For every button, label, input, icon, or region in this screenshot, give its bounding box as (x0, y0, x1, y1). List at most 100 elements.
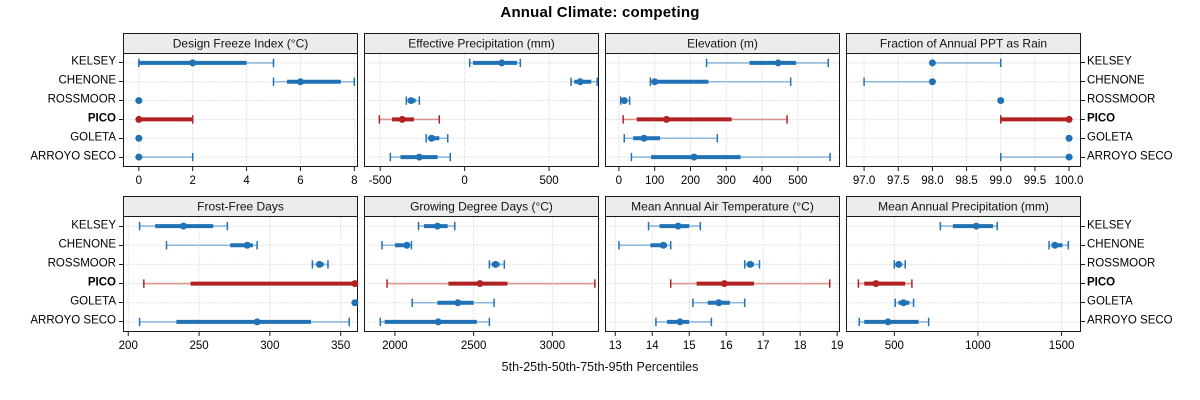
y-tick (119, 62, 123, 63)
y-tick (1081, 226, 1085, 227)
y-tick (119, 138, 123, 139)
x-tick-label: 0 (616, 175, 622, 187)
median-dot (720, 280, 728, 288)
y-tick (119, 264, 123, 265)
median-dot (651, 78, 659, 86)
median-dot (1065, 153, 1073, 161)
panel-strip-label: Mean Annual Precipitation (mm) (878, 200, 1049, 214)
x-tick-label: 1000 (965, 340, 991, 352)
x-tick-label: 2 (189, 175, 195, 187)
median-dot (403, 241, 411, 249)
median-dot (398, 115, 406, 123)
x-tick-label: 18 (794, 340, 807, 352)
median-dot (872, 280, 880, 288)
median-dot (315, 260, 323, 268)
x-tick-label: 300 (717, 175, 736, 187)
median-dot (895, 260, 903, 268)
y-tick (1081, 264, 1085, 265)
x-tick-label: 2500 (461, 340, 487, 352)
median-dot (715, 299, 723, 307)
median-dot (498, 59, 506, 67)
panel-strip-label: Frost-Free Days (197, 200, 284, 214)
panel-strip-label: Growing Degree Days (°C) (410, 200, 553, 214)
site-label-right-pico: PICO (1087, 112, 1116, 125)
site-label-left-arroyo-seco: ARROYO SECO (30, 150, 116, 163)
site-label-left-kelsey: KELSEY (71, 219, 116, 232)
median-dot (900, 299, 908, 307)
x-tick-label: 14 (646, 340, 659, 352)
site-label-left-arroyo-seco: ARROYO SECO (30, 314, 116, 327)
median-dot (135, 153, 143, 161)
x-tick-label: 0 (136, 175, 142, 187)
median-dot (690, 153, 698, 161)
x-tick-label: 1500 (1049, 340, 1075, 352)
median-dot (135, 115, 143, 123)
x-tick-label: 19 (831, 340, 844, 352)
site-label-right-chenone: CHENONE (1087, 238, 1145, 251)
median-dot (179, 222, 187, 230)
x-tick-label: 250 (189, 340, 208, 352)
median-dot (351, 280, 359, 288)
median-dot (1051, 241, 1059, 249)
site-label-right-arroyo-seco: ARROYO SECO (1087, 150, 1173, 163)
site-label-right-pico: PICO (1087, 276, 1116, 289)
x-tick-label: 100.0 (1055, 175, 1084, 187)
y-tick (119, 119, 123, 120)
x-tick-label: 6 (297, 175, 303, 187)
x-tick-label: 500 (539, 175, 558, 187)
panel-body (364, 53, 599, 167)
x-tick-label: 98.0 (921, 175, 943, 187)
site-label-left-chenone: CHENONE (58, 74, 116, 87)
median-dot (674, 222, 682, 230)
median-dot (774, 59, 782, 67)
panel-body (605, 53, 840, 167)
panel-body (123, 53, 358, 167)
median-dot (997, 97, 1005, 105)
median-dot (972, 222, 980, 230)
y-tick (1081, 321, 1085, 322)
median-dot (620, 97, 628, 105)
y-tick (119, 283, 123, 284)
x-tick-label: -500 (369, 175, 392, 187)
site-label-left-goleta: GOLETA (70, 295, 116, 308)
x-tick-label: 17 (757, 340, 770, 352)
x-tick-label: 13 (609, 340, 622, 352)
chart-title: Annual Climate: competing (500, 4, 700, 21)
median-dot (476, 280, 484, 288)
y-tick (1081, 245, 1085, 246)
x-tick-label: 0 (461, 175, 467, 187)
x-tick-label: 99.0 (990, 175, 1012, 187)
median-dot (296, 78, 304, 86)
x-tick-label: 99.5 (1024, 175, 1046, 187)
y-tick (119, 302, 123, 303)
median-dot (415, 153, 423, 161)
y-tick (119, 245, 123, 246)
median-dot (135, 97, 143, 105)
x-tick-label: 97.0 (853, 175, 875, 187)
panel-growing-degree-days: Growing Degree Days (°C) 2000 2500 3000 (364, 196, 599, 352)
median-dot (454, 299, 462, 307)
site-label-right-kelsey: KELSEY (1087, 219, 1132, 232)
site-label-right-goleta: GOLETA (1087, 295, 1133, 308)
site-label-right-arroyo-seco: ARROYO SECO (1087, 314, 1173, 327)
x-tick-label: 8 (351, 175, 357, 187)
median-dot (135, 134, 143, 142)
median-dot (189, 59, 197, 67)
panel-strip-label: Mean Annual Air Temperature (°C) (631, 200, 814, 214)
median-dot (676, 318, 684, 326)
site-label-left-rossmoor: ROSSMOOR (47, 257, 116, 270)
median-dot (928, 78, 936, 86)
y-tick (1081, 138, 1085, 139)
y-tick (1081, 302, 1085, 303)
panel-frost-free-days: Frost-Free Days 200 250 300 350 (119, 196, 359, 352)
panel-mean-annual-precipitation: Mean Annual Precipitation (mm) 500 1000 150… (846, 196, 1081, 352)
x-tick-label: 300 (260, 340, 279, 352)
x-tick-label: 15 (683, 340, 696, 352)
site-label-left-pico: PICO (87, 112, 116, 125)
median-dot (576, 78, 584, 86)
x-tick-label: 400 (752, 175, 771, 187)
median-dot (407, 97, 415, 105)
panel-strip-label: Design Freeze Index (°C) (173, 37, 309, 51)
x-tick-label: 200 (119, 340, 138, 352)
